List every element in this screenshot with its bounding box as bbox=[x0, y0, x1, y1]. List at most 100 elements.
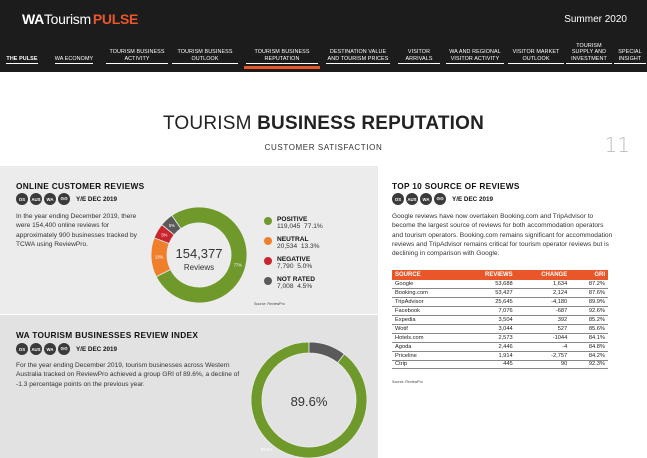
badge-wa: WA bbox=[44, 343, 56, 355]
cell-change: 90 bbox=[515, 360, 571, 370]
nav-label: DESTINATION VALUE AND TOURISM PRICES bbox=[326, 49, 390, 64]
cell-source: Wotif bbox=[392, 324, 459, 334]
table-row: Google 53,688 1,634 87.2% bbox=[392, 280, 608, 290]
region-badges: OS AUS WA ⊙⊙ Y/E DEC 2019 bbox=[16, 343, 117, 355]
cell-gri: 87.2% bbox=[570, 280, 608, 290]
badge-regions: ⊙⊙ bbox=[58, 193, 70, 205]
cell-reviews: 3,044 bbox=[458, 324, 516, 334]
table-row: Agoda 2,446 -4 84.8% bbox=[392, 342, 608, 352]
nav-business-reputation[interactable]: TOURISM BUSINESS REPUTATION bbox=[246, 40, 318, 66]
top10-text: Google reviews have now overtaken Bookin… bbox=[392, 213, 613, 258]
col-change: CHANGE bbox=[515, 270, 571, 280]
nav-business-outlook[interactable]: TOURISM BUSINESS OUTLOOK bbox=[172, 40, 238, 66]
cell-gri: 84.8% bbox=[570, 342, 608, 352]
badge-wa: WA bbox=[44, 193, 56, 205]
legend-negative: NEGATIVE 7,790 5.0% bbox=[264, 256, 374, 270]
page-subtitle: CUSTOMER SATISFACTION bbox=[264, 143, 383, 152]
donut-slice-remainder bbox=[308, 341, 345, 364]
brand-logo[interactable]: WATourism PULSE bbox=[22, 11, 138, 27]
legend-text: NEUTRAL 20,534 13.3% bbox=[277, 236, 320, 250]
cell-source: Agoda bbox=[392, 342, 459, 352]
nav-label: SPECIAL INSIGHT bbox=[614, 49, 646, 64]
review-index-panel bbox=[0, 315, 378, 458]
legend-count: 7,790 bbox=[277, 263, 294, 270]
period-label: Y/E DEC 2019 bbox=[76, 345, 117, 353]
active-nav-indicator bbox=[244, 66, 320, 69]
nav-the-pulse[interactable]: THE PULSE bbox=[3, 40, 41, 66]
badge-regions: ⊙⊙ bbox=[434, 193, 446, 205]
table-row: Expedia 3,504 392 85.2% bbox=[392, 315, 608, 325]
nav-market-outlook[interactable]: VISITOR MARKET OUTLOOK bbox=[508, 40, 564, 66]
legend-dot bbox=[264, 237, 272, 245]
table-row: Hotels.com 2,573 -1044 84.1% bbox=[392, 333, 608, 343]
legend-value: 7,008 4.5% bbox=[277, 283, 315, 290]
donut-slice-gri bbox=[250, 341, 368, 458]
legend-not-rated: NOT RATED 7,008 4.5% bbox=[264, 276, 374, 290]
slice-label-positive: 77% bbox=[234, 262, 243, 267]
brand-pulse: PULSE bbox=[92, 11, 139, 27]
slice-label-not-rated: 5% bbox=[169, 223, 175, 228]
slice-label-gri: 89.6% bbox=[261, 447, 273, 452]
table-row: TripAdvisor 25,645 -4,180 89.9% bbox=[392, 297, 608, 308]
nav-special-insight[interactable]: SPECIAL INSIGHT bbox=[614, 40, 646, 66]
cell-change: -4 bbox=[515, 342, 571, 352]
col-reviews: REVIEWS bbox=[458, 270, 516, 280]
region-badges: OS AUS WA ⊙⊙ Y/E DEC 2019 bbox=[16, 193, 117, 205]
badge-aus: AUS bbox=[30, 343, 42, 355]
legend-dot bbox=[264, 217, 272, 225]
cell-reviews: 53,427 bbox=[458, 288, 516, 299]
legend-positive: POSITIVE 119,045 77.1% bbox=[264, 216, 374, 230]
legend-count: 119,045 bbox=[277, 223, 301, 230]
legend-pct: 77.1% bbox=[304, 223, 323, 230]
top10-source-note: Source: ReviewPro bbox=[392, 380, 423, 384]
nav-supply-investment[interactable]: TOURISM SUPPLY AND INVESTMENT bbox=[566, 40, 612, 66]
review-index-donut: 89.6% bbox=[250, 341, 368, 458]
legend-name: POSITIVE bbox=[277, 216, 308, 223]
table-row: Ctrip 445 90 92.3% bbox=[392, 360, 608, 370]
cell-change: 527 bbox=[515, 324, 571, 334]
slice-label-neutral: 13% bbox=[155, 255, 164, 260]
nav-visitor-arrivals[interactable]: VISITOR ARRIVALS bbox=[398, 40, 440, 66]
online-source-note: Source: ReviewPro bbox=[254, 302, 285, 306]
legend-pct: 4.5% bbox=[297, 283, 313, 290]
legend-text: NEGATIVE 7,790 5.0% bbox=[277, 256, 312, 270]
cell-gri: 85.6% bbox=[570, 324, 608, 334]
table-row: Facebook 7,076 -687 92.6% bbox=[392, 306, 608, 317]
cell-source: Booking.com bbox=[392, 288, 459, 299]
cell-reviews: 2,446 bbox=[458, 342, 516, 352]
cell-gri: 87.6% bbox=[570, 288, 608, 299]
donut-center-label: Reviews bbox=[183, 263, 215, 272]
cell-source: TripAdvisor bbox=[392, 297, 459, 308]
cell-change: 2,124 bbox=[515, 288, 571, 299]
donut-center-value: 154,377 bbox=[175, 246, 223, 261]
table-row: Booking.com 53,427 2,124 87.6% bbox=[392, 288, 608, 299]
cell-source: Facebook bbox=[392, 306, 459, 317]
donut-slice-not-rated bbox=[161, 214, 182, 236]
nav-business-activity[interactable]: TOURISM BUSINESS ACTIVITY bbox=[106, 40, 168, 66]
nav-destination-value[interactable]: DESTINATION VALUE AND TOURISM PRICES bbox=[326, 40, 390, 66]
legend-name: NEUTRAL bbox=[277, 236, 309, 243]
nav-label: TOURISM BUSINESS REPUTATION bbox=[246, 49, 318, 64]
brand-wa: WA bbox=[22, 11, 44, 27]
nav-regional-activity[interactable]: WA AND REGIONAL VISITOR ACTIVITY bbox=[446, 40, 504, 66]
cell-reviews: 7,076 bbox=[458, 306, 516, 317]
brand-tourism: Tourism bbox=[43, 11, 91, 27]
cell-reviews: 445 bbox=[458, 360, 516, 370]
legend-text: NOT RATED 7,008 4.5% bbox=[277, 276, 315, 290]
nav-label: THE PULSE bbox=[6, 56, 38, 64]
index-center-value: 89.6% bbox=[290, 394, 328, 409]
nav-wa-economy[interactable]: WA ECONOMY bbox=[48, 40, 100, 66]
nav-label: WA ECONOMY bbox=[54, 56, 94, 64]
cell-source: Google bbox=[392, 280, 459, 290]
online-reviews-text: In the year ending December 2019, there … bbox=[16, 213, 137, 248]
cell-change: 1,634 bbox=[515, 280, 571, 290]
badge-os: OS bbox=[16, 343, 28, 355]
cell-change: -1044 bbox=[515, 333, 571, 343]
legend-pct: 13.3% bbox=[300, 243, 320, 250]
page-number: 11 bbox=[604, 133, 630, 157]
table-row: Priceline 1,914 -2,757 84.2% bbox=[392, 351, 608, 361]
cell-change: 392 bbox=[515, 315, 571, 325]
top-bar: WATourism PULSE Summer 2020 THE PULSE WA … bbox=[0, 0, 647, 72]
main-nav: THE PULSE WA ECONOMY TOURISM BUSINESS AC… bbox=[0, 40, 647, 66]
legend-count: 7,008 bbox=[277, 283, 294, 290]
